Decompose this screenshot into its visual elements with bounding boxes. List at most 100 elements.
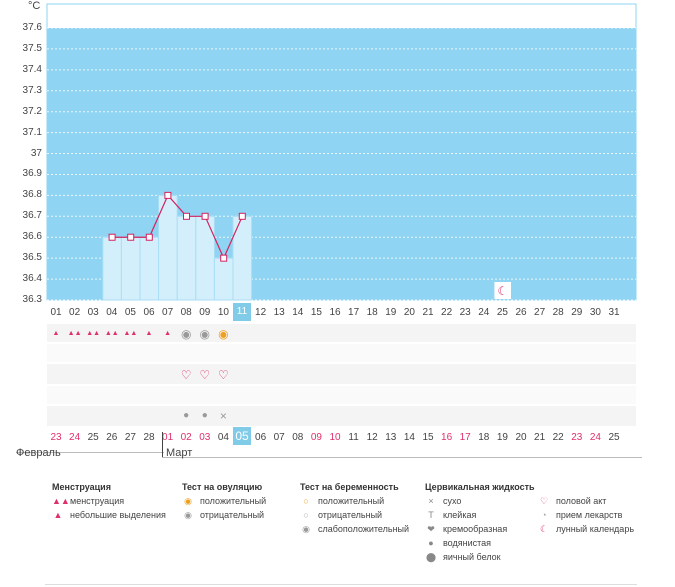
day-label-09[interactable]: 09 (199, 307, 211, 318)
calendar-date[interactable]: 18 (478, 432, 490, 443)
y-tick-label: 36.7 (22, 210, 42, 222)
legend-lunar: ☾ лунный календарь (539, 524, 635, 534)
day-label-15[interactable]: 15 (310, 307, 322, 318)
legend-fluid-watery: ● водянистая (425, 538, 491, 548)
calendar-date[interactable]: 01 (162, 432, 174, 443)
temperature-point-08 (183, 212, 190, 220)
y-tick-label: 36.5 (22, 252, 42, 264)
y-tick-label: 37.1 (22, 126, 42, 138)
calendar-date[interactable]: 25 (87, 432, 99, 443)
calendar-date[interactable]: 17 (459, 432, 471, 443)
menstruation-row[interactable] (47, 324, 636, 342)
heart-icon: ♡ (539, 496, 549, 506)
calendar-date[interactable]: 27 (124, 432, 136, 443)
calendar-date[interactable]: 02 (180, 432, 192, 443)
egg-white-icon: ⬤ (425, 552, 437, 562)
day-label-21[interactable]: 21 (422, 307, 434, 318)
day-label-14[interactable]: 14 (292, 307, 304, 318)
day-label-24[interactable]: 24 (478, 307, 490, 318)
calendar-date[interactable]: 10 (329, 432, 341, 443)
calendar-date[interactable]: 24 (589, 432, 601, 443)
day-label-13[interactable]: 13 (273, 307, 285, 318)
y-tick-label: 37.6 (22, 22, 42, 33)
day-label-02[interactable]: 02 (69, 307, 81, 318)
day-label-08[interactable]: 08 (180, 307, 192, 318)
calendar-date[interactable]: 21 (534, 432, 546, 443)
temperature-bar-09 (195, 215, 215, 301)
y-tick-label: 36.8 (22, 189, 42, 201)
calendar-date[interactable]: 12 (366, 432, 378, 443)
test-weak-icon: ◉ (302, 524, 310, 534)
month-feb: Февраль (16, 447, 61, 459)
day-label-03[interactable]: 03 (87, 307, 99, 318)
calendar-date[interactable]: 03 (199, 432, 211, 443)
calendar-date[interactable]: 07 (273, 432, 285, 443)
day-label-16[interactable]: 16 (329, 307, 341, 318)
pregnancy-row[interactable] (47, 386, 636, 404)
calendar-date[interactable]: 24 (69, 432, 81, 443)
lunar-box-25 (494, 282, 511, 299)
legend-pregnancy-pos: ○ положительный (300, 496, 384, 506)
intercourse-row[interactable] (47, 364, 636, 384)
legend-menstruation-title: Менструация (52, 482, 111, 492)
y-tick-label: 36.4 (22, 273, 42, 285)
calendar-date[interactable]: 06 (255, 432, 267, 443)
day-label-12[interactable]: 12 (255, 307, 267, 318)
calendar-date[interactable]: 04 (217, 432, 229, 443)
calendar-date[interactable]: 13 (385, 432, 397, 443)
menstruation-heavy-icon: ▲▲ (123, 330, 138, 337)
legend-ovulation-title: Тест на овуляцию (182, 482, 263, 492)
calendar-date[interactable]: 23 (571, 432, 583, 443)
calendar-date[interactable]: 25 (608, 432, 620, 443)
legend-ovulation-pos: ◉ положительный (182, 496, 266, 507)
day-label-28[interactable]: 28 (552, 307, 564, 318)
day-label-04[interactable]: 04 (106, 307, 118, 318)
calendar-date[interactable]: 11 (348, 432, 359, 443)
day-label-07[interactable]: 07 (162, 307, 174, 318)
temperature-point-10 (220, 254, 228, 262)
temperature-point-07 (164, 191, 172, 199)
day-label-20[interactable]: 20 (403, 307, 415, 318)
fluid-row[interactable] (47, 406, 636, 426)
day-label-10[interactable]: 10 (217, 307, 229, 318)
day-label-31[interactable]: 31 (608, 307, 620, 318)
creamy-icon: ❤ (427, 524, 435, 534)
day-label-25[interactable]: 25 (496, 307, 508, 318)
calendar-date[interactable]: 09 (310, 432, 322, 443)
temperature-point-11 (238, 212, 246, 220)
calendar-date[interactable]: 08 (292, 432, 304, 443)
calendar-date[interactable]: 22 (552, 432, 564, 443)
day-label-19[interactable]: 19 (385, 307, 397, 318)
calendar-date[interactable]: 28 (143, 432, 155, 443)
calendar-date[interactable]: 23 (50, 432, 62, 443)
calendar-date[interactable]: 14 (403, 432, 415, 443)
drop-double-icon: ▲▲ (52, 496, 70, 506)
calendar-date[interactable]: 20 (515, 432, 527, 443)
day-label-01[interactable]: 01 (50, 307, 62, 318)
day-label-05[interactable]: 05 (124, 307, 136, 318)
legend-pregnancy-neg: ○ отрицательный (300, 510, 382, 520)
day-label-30[interactable]: 30 (589, 307, 601, 318)
test-positive-icon: ○ (303, 496, 309, 506)
day-label-17[interactable]: 17 (348, 307, 360, 318)
day-label-23[interactable]: 23 (459, 307, 471, 318)
menstruation-light-icon: ▲ (145, 330, 153, 337)
day-label-26[interactable]: 26 (515, 307, 527, 318)
calendar-date[interactable]: 16 (441, 432, 453, 443)
legend-fluid-creamy: ❤ кремообразная (425, 524, 507, 535)
day-label-29[interactable]: 29 (571, 307, 583, 318)
day-label-18[interactable]: 18 (366, 307, 378, 318)
calendar-date[interactable]: 05 (233, 427, 251, 445)
day-label-11[interactable]: 11 (233, 303, 251, 321)
calendar-date[interactable]: 15 (422, 432, 434, 443)
day-label-06[interactable]: 06 (143, 307, 155, 318)
day-label-22[interactable]: 22 (441, 307, 453, 318)
ovulation-row[interactable] (47, 344, 636, 362)
calendar-date[interactable]: 19 (496, 432, 508, 443)
ovulation-positive-icon: ◉ (218, 327, 229, 341)
calendar-date[interactable]: 26 (106, 432, 118, 443)
legend-fluid-dry: × сухо (425, 496, 461, 506)
day-label-27[interactable]: 27 (534, 307, 546, 318)
month-divider-feb (16, 452, 164, 453)
